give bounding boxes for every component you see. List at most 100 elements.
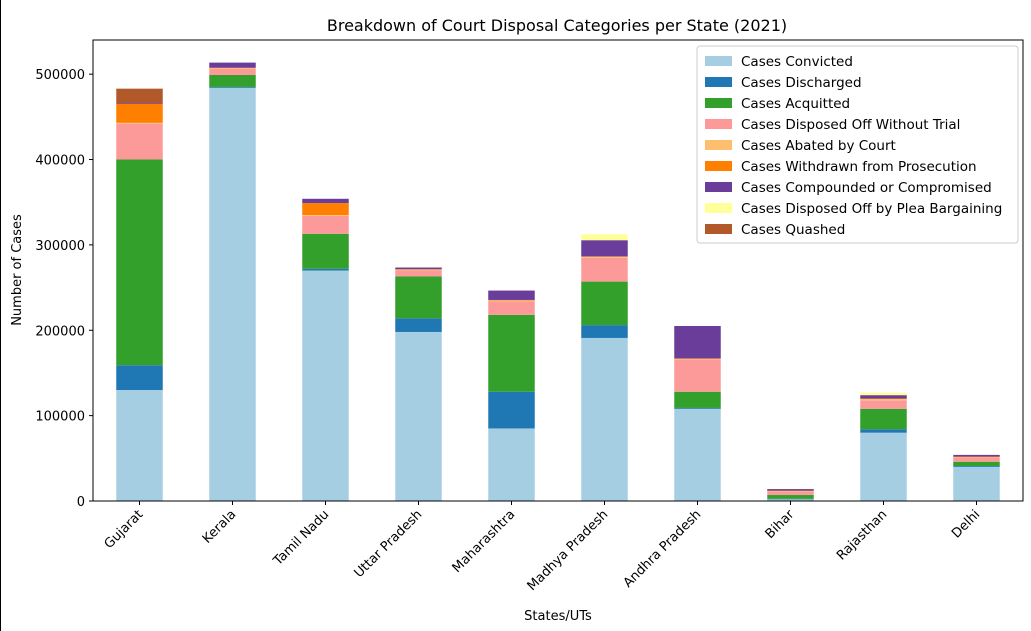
bar-segment-7-6 bbox=[767, 489, 814, 491]
bars-group bbox=[116, 62, 1000, 501]
bar-segment-8-2 bbox=[860, 408, 907, 430]
bar-segment-6-3 bbox=[674, 359, 721, 392]
bar-segment-3-1 bbox=[395, 318, 442, 332]
bar-segment-1-6 bbox=[209, 62, 256, 68]
bar-segment-1-1 bbox=[209, 86, 256, 88]
x-tick-label: Madhya Pradesh bbox=[525, 507, 612, 594]
bar-segment-0-4 bbox=[116, 122, 163, 124]
x-tick-label: Uttar Pradesh bbox=[352, 507, 426, 581]
x-tick-label: Maharashtra bbox=[450, 507, 519, 576]
bar-segment-7-2 bbox=[767, 495, 814, 499]
legend-label: Cases Abated by Court bbox=[741, 138, 896, 154]
plot-area-frame bbox=[92, 39, 1024, 502]
bar-segment-3-4 bbox=[395, 269, 442, 271]
bar-segment-4-0 bbox=[488, 428, 535, 501]
bar-segment-2-1 bbox=[302, 268, 349, 271]
bar-segment-5-2 bbox=[581, 281, 628, 326]
legend-swatch bbox=[705, 161, 732, 171]
bar-segment-4-6 bbox=[488, 290, 535, 300]
bar-segment-8-1 bbox=[860, 429, 907, 433]
bar-segment-4-1 bbox=[488, 391, 535, 429]
bar-segment-0-0 bbox=[116, 390, 163, 501]
bar-segment-8-3 bbox=[860, 400, 907, 409]
bar-segment-0-8 bbox=[116, 88, 163, 104]
bar-segment-0-2 bbox=[116, 159, 163, 366]
x-tick-label: Rajasthan bbox=[834, 507, 890, 563]
y-axis-label: Number of Cases bbox=[10, 214, 25, 326]
y-tick-label: 100000 bbox=[35, 410, 85, 425]
bar-segment-1-4 bbox=[209, 68, 256, 70]
bar-segment-9-6 bbox=[953, 454, 1000, 457]
x-axis-label: States/UTs bbox=[524, 609, 592, 624]
bar-segment-4-4 bbox=[488, 300, 535, 302]
chart-title: Breakdown of Court Disposal Categories p… bbox=[327, 16, 787, 35]
legend-label: Cases Withdrawn from Prosecution bbox=[741, 159, 977, 175]
x-tick-label: Gujarat bbox=[102, 507, 147, 552]
bar-segment-7-0 bbox=[767, 499, 814, 501]
bar-segment-3-2 bbox=[395, 276, 442, 319]
bar-segment-5-4 bbox=[581, 256, 628, 258]
bar-segment-1-2 bbox=[209, 75, 256, 87]
x-tick-label: Delhi bbox=[949, 507, 983, 541]
bar-segment-5-0 bbox=[581, 337, 628, 501]
bar-segment-4-2 bbox=[488, 314, 535, 392]
bar-segment-2-4 bbox=[302, 215, 349, 216]
bar-segment-2-2 bbox=[302, 233, 349, 269]
legend: Cases Convicted Cases Discharged Cases Acq… bbox=[696, 45, 1019, 244]
bar-segment-8-7 bbox=[860, 392, 907, 396]
y-tick-label: 400000 bbox=[35, 154, 85, 169]
legend-swatch bbox=[705, 119, 732, 129]
bar-segment-0-3 bbox=[116, 123, 163, 160]
legend-label: Cases Disposed Off by Plea Bargaining bbox=[741, 201, 1002, 217]
bar-segment-1-3 bbox=[209, 69, 256, 76]
bar-segment-4-3 bbox=[488, 301, 535, 315]
bar-segment-9-3 bbox=[953, 457, 1000, 462]
bar-segment-0-5 bbox=[116, 104, 163, 123]
legend-swatch bbox=[705, 203, 732, 213]
bar-segment-2-0 bbox=[302, 270, 349, 501]
y-tick-label: 500000 bbox=[35, 68, 85, 83]
bar-segment-7-3 bbox=[767, 491, 814, 496]
y-tick-label: 0 bbox=[77, 495, 85, 510]
bar-segment-3-0 bbox=[395, 331, 442, 501]
bar-segment-0-1 bbox=[116, 365, 163, 391]
legend-label: Cases Quashed bbox=[741, 222, 845, 238]
legend-swatch bbox=[705, 182, 732, 192]
bar-segment-3-3 bbox=[395, 270, 442, 277]
bar-segment-6-6 bbox=[674, 325, 721, 359]
bar-segment-6-0 bbox=[674, 408, 721, 501]
y-tick-label: 200000 bbox=[35, 324, 85, 339]
bar-segment-6-1 bbox=[674, 407, 721, 409]
bar-segment-9-0 bbox=[953, 466, 1000, 501]
x-tick-label: Tamil Nadu bbox=[270, 507, 332, 569]
legend-label: Cases Convicted bbox=[741, 54, 853, 70]
legend-box bbox=[696, 45, 1019, 244]
bar-segment-9-1 bbox=[953, 466, 1000, 467]
legend-swatch bbox=[705, 224, 732, 234]
legend-label: Cases Discharged bbox=[741, 75, 862, 91]
bar-segment-2-5 bbox=[302, 203, 349, 216]
bar-segment-8-4 bbox=[860, 398, 907, 401]
x-tick-label: Bihar bbox=[763, 507, 798, 542]
x-tick-label: Kerala bbox=[200, 507, 239, 546]
legend-swatch bbox=[705, 140, 732, 150]
bar-segment-5-7 bbox=[581, 234, 628, 241]
bar-segment-9-2 bbox=[953, 461, 1000, 466]
bar-segment-2-3 bbox=[302, 215, 349, 234]
bar-segment-1-0 bbox=[209, 87, 256, 501]
bar-segment-5-6 bbox=[581, 240, 628, 257]
bar-segment-8-0 bbox=[860, 432, 907, 501]
bar-segment-3-6 bbox=[395, 267, 442, 270]
bar-segment-0-6 bbox=[116, 103, 163, 105]
legend-swatch bbox=[705, 56, 732, 66]
y-tick-label: 300000 bbox=[35, 239, 85, 254]
legend-label: Cases Disposed Off Without Trial bbox=[741, 117, 960, 133]
bar-segment-6-2 bbox=[674, 391, 721, 408]
x-tick-label: Andhra Pradesh bbox=[621, 507, 705, 591]
bar-segment-2-6 bbox=[302, 198, 349, 204]
bar-segment-5-1 bbox=[581, 325, 628, 338]
legend-swatch bbox=[705, 77, 732, 87]
bar-segment-5-3 bbox=[581, 257, 628, 282]
